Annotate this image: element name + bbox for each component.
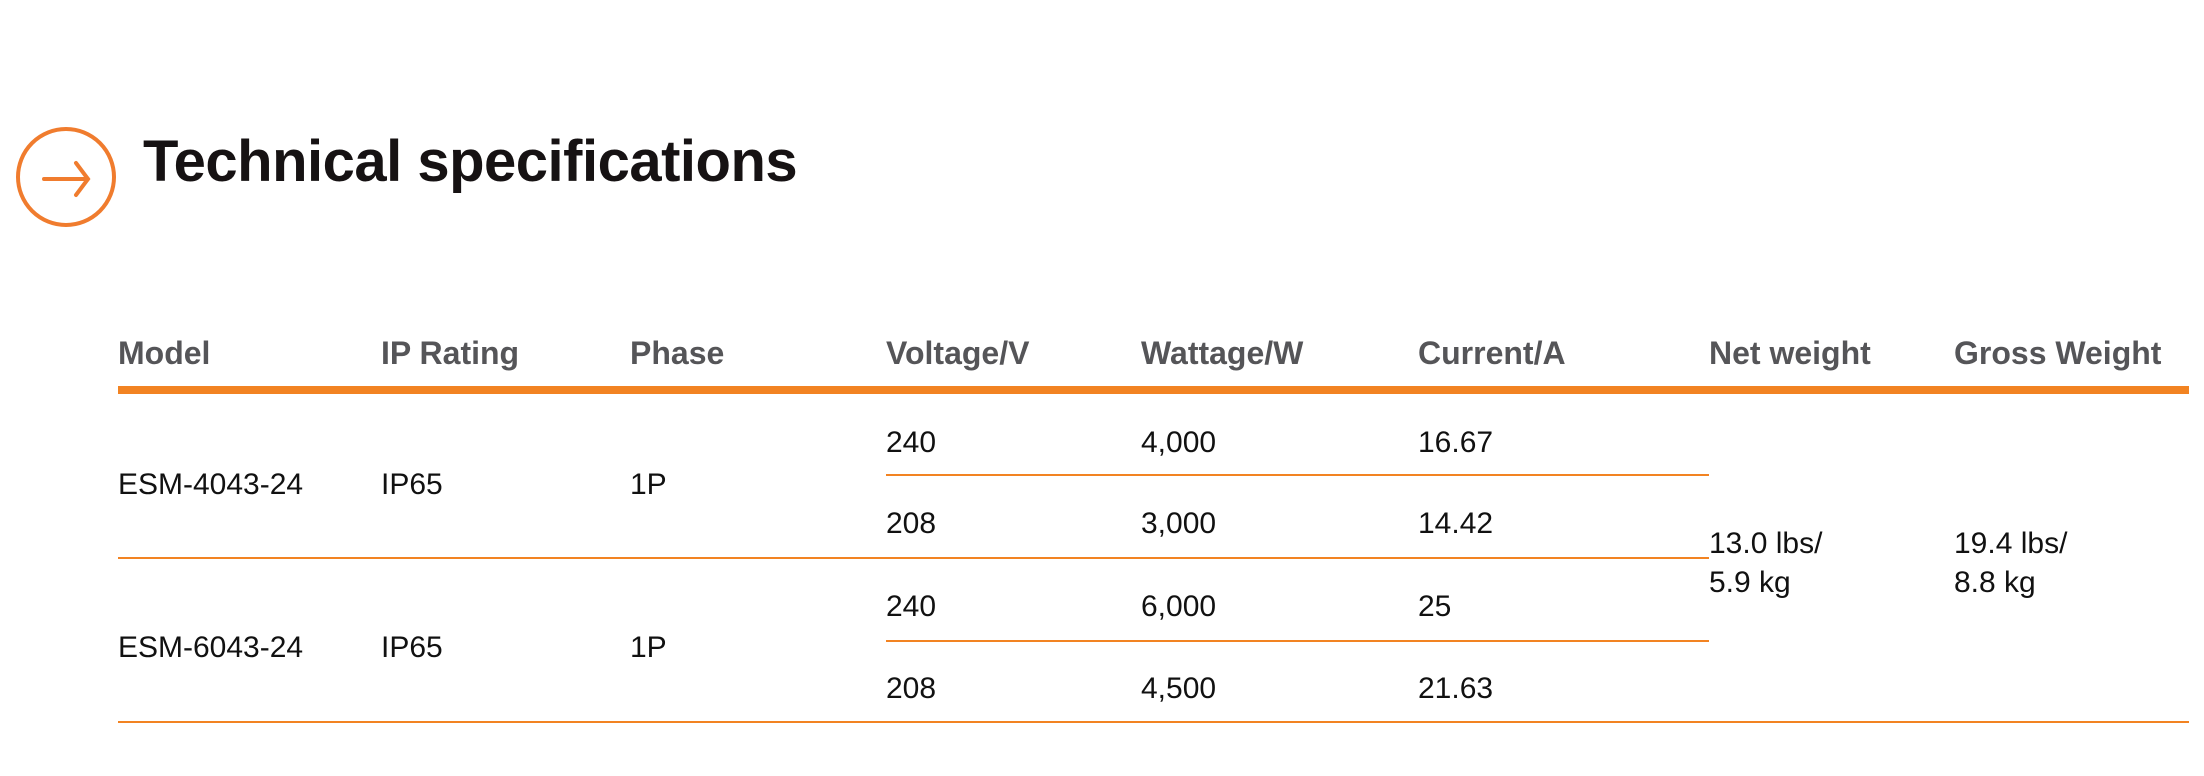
- arrow-right-circle-icon: [16, 127, 116, 227]
- voltage-cell: 240: [886, 590, 937, 623]
- wattage-cell: 4,000: [1141, 426, 1217, 459]
- header-wattage: Wattage/W: [1141, 335, 1304, 371]
- net-weight-kg: 5.9 kg: [1709, 566, 1791, 599]
- header-gross-weight: Gross Weight: [1954, 335, 2162, 371]
- current-cell: 14.42: [1418, 507, 1494, 540]
- current-cell: 25: [1418, 590, 1452, 623]
- header-net-weight: Net weight: [1709, 335, 1871, 371]
- header-current: Current/A: [1418, 335, 1566, 371]
- header-voltage: Voltage/V: [886, 335, 1030, 371]
- wattage-cell: 3,000: [1141, 507, 1217, 540]
- row-divider: [886, 474, 1709, 476]
- ip-cell: IP65: [381, 468, 443, 501]
- header-ip-rating: IP Rating: [381, 335, 520, 371]
- ip-cell: IP65: [381, 631, 443, 664]
- phase-cell: 1P: [630, 631, 667, 664]
- net-weight-lbs: 13.0 lbs/: [1709, 527, 1823, 560]
- wattage-cell: 6,000: [1141, 590, 1217, 623]
- current-cell: 16.67: [1418, 426, 1494, 459]
- gross-weight-kg: 8.8 kg: [1954, 566, 2036, 599]
- header-divider: [118, 386, 2189, 394]
- voltage-cell: 240: [886, 426, 937, 459]
- phase-cell: 1P: [630, 468, 667, 501]
- current-cell: 21.63: [1418, 672, 1494, 705]
- row-divider: [886, 640, 1709, 642]
- wattage-cell: 4,500: [1141, 672, 1217, 705]
- gross-weight-lbs: 19.4 lbs/: [1954, 527, 2068, 560]
- page-title: Technical specifications: [143, 129, 798, 194]
- header-model: Model: [118, 335, 211, 371]
- row-divider: [118, 557, 1709, 559]
- header-phase: Phase: [630, 335, 725, 371]
- model-cell: ESM-4043-24: [118, 468, 304, 501]
- voltage-cell: 208: [886, 507, 937, 540]
- model-cell: ESM-6043-24: [118, 631, 304, 664]
- voltage-cell: 208: [886, 672, 937, 705]
- table-bottom-divider: [118, 721, 2189, 723]
